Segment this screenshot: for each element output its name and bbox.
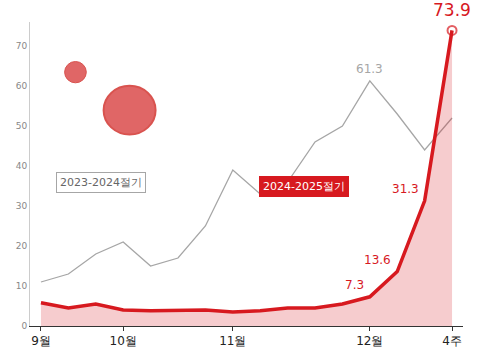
svg-text:10월: 10월 [110,334,137,348]
svg-text:30: 30 [16,201,28,211]
svg-text:12월: 12월 [356,334,383,348]
svg-text:7.3: 7.3 [345,278,364,292]
svg-text:31.3: 31.3 [392,182,419,196]
svg-text:70: 70 [16,41,28,51]
svg-text:2024-2025절기: 2024-2025절기 [263,180,345,193]
svg-text:13.6: 13.6 [364,253,391,267]
svg-text:11월: 11월 [219,334,246,348]
svg-text:73.9: 73.9 [433,0,471,20]
svg-text:4주: 4주 [442,334,462,348]
svg-text:20: 20 [16,241,28,251]
svg-text:0: 0 [21,321,27,331]
svg-text:60: 60 [16,81,28,91]
svg-text:61.3: 61.3 [356,62,383,76]
svg-text:2023-2024절기: 2023-2024절기 [60,176,142,189]
svg-text:50: 50 [16,121,28,131]
svg-text:9월: 9월 [31,334,51,348]
svg-text:10: 10 [16,281,28,291]
svg-text:40: 40 [16,161,28,171]
